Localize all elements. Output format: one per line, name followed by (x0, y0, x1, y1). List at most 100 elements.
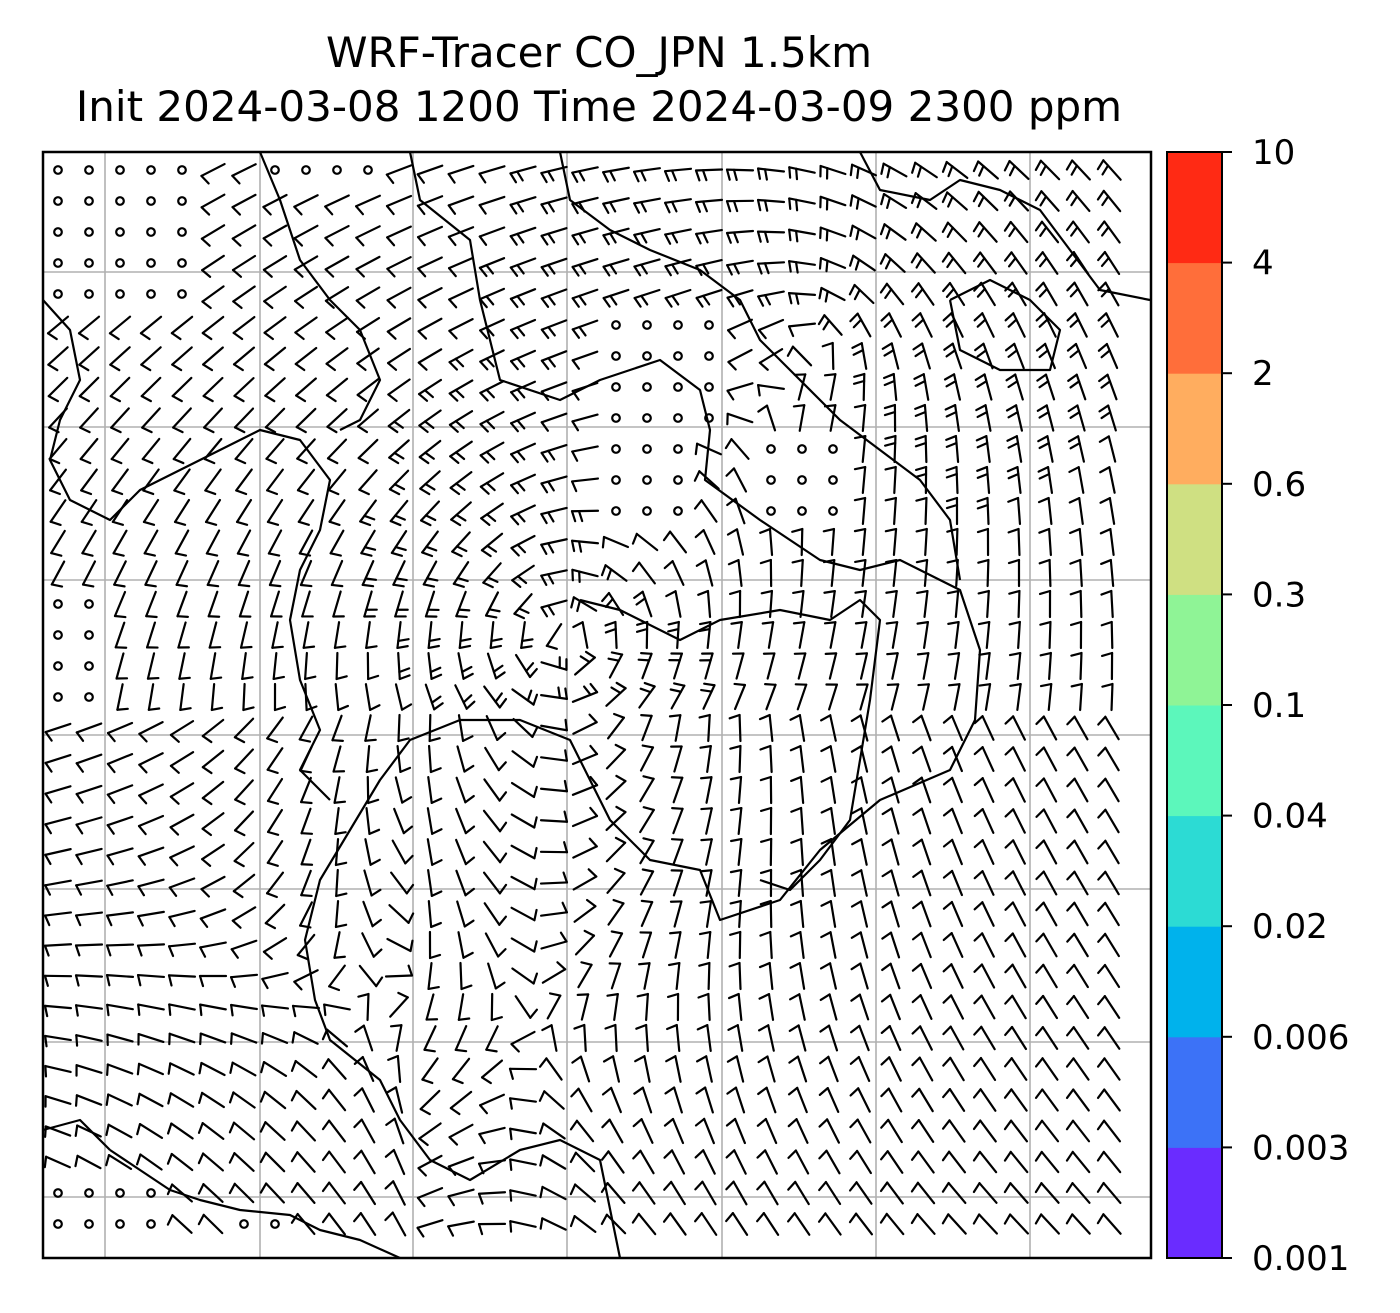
wind-barb (202, 346, 224, 372)
wind-barb (540, 257, 568, 277)
wind-barb (200, 162, 226, 185)
wind-barb (326, 438, 348, 465)
wind-barb (1035, 342, 1056, 370)
wind-barb (356, 347, 380, 372)
wind-barb (233, 407, 255, 434)
wind-barb (355, 286, 381, 309)
calm-wind-marker (828, 444, 838, 454)
wind-barb (1036, 373, 1056, 401)
wind-barb (293, 255, 319, 278)
calm-wind-marker (704, 351, 714, 361)
wind-barb (201, 285, 225, 310)
wind-barb (941, 251, 967, 275)
wind-barb (882, 372, 898, 402)
wind-barb (480, 532, 504, 558)
wind-barb (910, 252, 936, 274)
calm-wind-marker (146, 227, 156, 237)
wind-barb (757, 404, 777, 432)
wind-barb (328, 499, 346, 527)
wind-barb (267, 529, 283, 557)
wind-barb (202, 376, 224, 403)
calm-wind-marker (642, 444, 652, 454)
wind-barb (1068, 527, 1084, 557)
calm-wind-marker (177, 258, 187, 268)
calm-wind-marker (611, 444, 621, 454)
wind-barb (793, 373, 807, 401)
calm-wind-marker (177, 289, 187, 299)
calm-wind-marker (642, 320, 652, 330)
wind-barb (141, 437, 161, 465)
wind-barb (47, 346, 69, 372)
wind-barb (1096, 189, 1122, 213)
wind-barb (355, 255, 381, 278)
wind-barb (112, 529, 128, 557)
wind-barb (235, 468, 253, 496)
wind-barb (849, 224, 877, 241)
wind-barb (1037, 435, 1054, 463)
wind-barb (1034, 159, 1061, 181)
colorbar-tick-label: 4 (1252, 244, 1274, 284)
wind-barb (324, 194, 350, 216)
wind-barb (540, 443, 568, 463)
wind-barb (1068, 497, 1084, 525)
wind-barb (77, 315, 101, 341)
wind-barb (478, 195, 506, 215)
wind-barb (914, 434, 928, 464)
wind-barb (386, 256, 412, 278)
wind-barb (1034, 190, 1060, 212)
wind-barb (509, 318, 537, 340)
wind-barb (447, 195, 475, 215)
wind-barb (1097, 250, 1121, 276)
wind-barb (756, 230, 786, 244)
wind-barb (387, 408, 411, 434)
colorbar-tick-label: 0.6 (1252, 465, 1306, 505)
wind-barb (972, 221, 998, 243)
wind-barb (1099, 466, 1116, 494)
wind-barb (540, 412, 568, 432)
wind-barb (324, 224, 350, 247)
calm-wind-marker (84, 165, 94, 175)
colorbar-band (1167, 262, 1222, 374)
colorbar-band (1167, 705, 1222, 817)
wind-barb (80, 468, 98, 496)
wind-barb (726, 528, 745, 556)
wind-barb (355, 194, 381, 216)
wind-barb (1065, 159, 1091, 181)
wind-barb (818, 257, 847, 273)
wind-barb (324, 255, 350, 278)
wind-barb (509, 288, 537, 309)
wind-barb (848, 283, 875, 305)
calm-wind-marker (704, 382, 714, 392)
wind-barb (879, 282, 905, 306)
wind-barb (479, 472, 505, 495)
wind-barb (792, 404, 806, 432)
calm-wind-marker (642, 351, 652, 361)
wind-barb (1065, 220, 1090, 244)
wind-barb (388, 469, 410, 496)
wind-barb (1098, 373, 1118, 401)
wind-barb (943, 342, 963, 370)
wind-barb (724, 438, 750, 460)
calm-wind-marker (673, 413, 683, 423)
wind-barb (263, 346, 287, 372)
calm-wind-marker (177, 227, 187, 237)
wind-barb (759, 527, 774, 557)
calm-wind-marker (828, 475, 838, 485)
wind-barb (1067, 373, 1087, 401)
wind-barb (883, 403, 897, 433)
wind-barb (787, 322, 817, 338)
calm-wind-marker (797, 444, 807, 454)
wind-barb (822, 527, 836, 557)
colorbar-tick-label: 10 (1252, 133, 1295, 173)
wind-barb (571, 257, 599, 277)
wind-barb (849, 312, 872, 338)
wind-barb (941, 160, 969, 180)
wind-barb (295, 377, 317, 403)
wind-barb (1065, 189, 1091, 213)
wind-barb (108, 315, 132, 341)
wind-barb (109, 376, 131, 403)
wind-barb (853, 465, 867, 495)
wind-barb (571, 288, 599, 308)
wind-barb (974, 342, 994, 370)
wind-barb (540, 538, 568, 555)
